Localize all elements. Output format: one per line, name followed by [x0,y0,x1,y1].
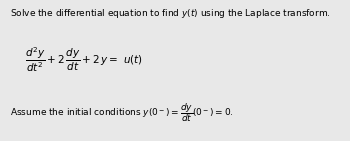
Text: $\dfrac{d^2y}{dt^2} + 2\,\dfrac{dy}{dt} + 2\,y = \ u(t)$: $\dfrac{d^2y}{dt^2} + 2\,\dfrac{dy}{dt} … [25,45,142,74]
Text: Assume the initial conditions $y(0^-)=\dfrac{dy}{dt}(0^-)=0.$: Assume the initial conditions $y(0^-)=\d… [10,102,234,124]
Text: Solve the differential equation to find $y(t)$ using the Laplace transform.: Solve the differential equation to find … [10,7,331,20]
